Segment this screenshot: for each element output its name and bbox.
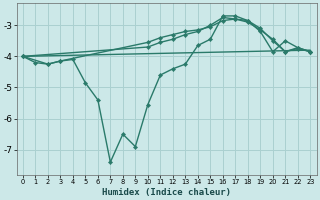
X-axis label: Humidex (Indice chaleur): Humidex (Indice chaleur) (102, 188, 231, 197)
